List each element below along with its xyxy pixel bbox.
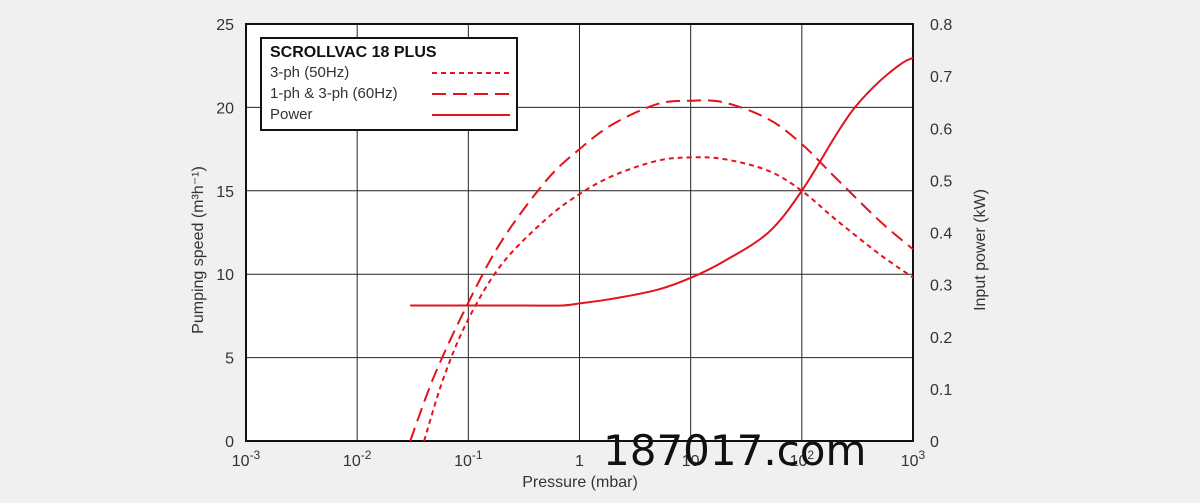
y-left-tick-label: 0 (225, 434, 234, 451)
legend-label: 1-ph & 3-ph (60Hz) (270, 85, 398, 102)
plot-frame (245, 23, 914, 442)
y-left-tick-label: 25 (216, 17, 234, 34)
legend-box (260, 37, 518, 131)
x-tick-label: 10-2 (343, 448, 372, 470)
legend-title: SCROLLVAC 18 PLUS (270, 44, 437, 61)
y-left-tick-label: 20 (216, 100, 234, 117)
y-right-axis-label: Input power (kW) (972, 189, 989, 311)
x-tick-label: 10-3 (232, 448, 261, 470)
y-right-tick-label: 0.2 (930, 330, 952, 347)
y-right-tick-label: 0.1 (930, 382, 952, 399)
y-right-tick-label: 0.4 (930, 226, 952, 243)
legend-label: Power (270, 106, 313, 123)
y-left-tick-label: 15 (216, 184, 234, 201)
y-left-tick-label: 5 (225, 351, 234, 368)
x-axis-label: Pressure (mbar) (522, 474, 638, 491)
y-right-tick-label: 0.8 (930, 17, 952, 34)
y-right-tick-label: 0.6 (930, 121, 952, 138)
series-line-2 (409, 99, 914, 442)
series-line-3 (410, 56, 914, 307)
x-tick-label: 10 (682, 453, 700, 470)
y-left-tick-label: 10 (216, 267, 234, 284)
legend-label: 3-ph (50Hz) (270, 64, 349, 81)
x-tick-label: 1 (575, 453, 584, 470)
legend: SCROLLVAC 18 PLUS 3-ph (50Hz) 1-ph & 3-ph … (260, 37, 518, 131)
x-tick-label: 10-1 (454, 448, 483, 470)
y-left-axis-label: Pumping speed (m³h⁻¹) (190, 166, 207, 334)
x-tick-label: 103 (901, 448, 926, 470)
y-right-tick-label: 0.7 (930, 69, 952, 86)
y-right-tick-label: 0.3 (930, 278, 952, 295)
watermark-text: 187017.com (603, 426, 867, 475)
x-tick-label: 102 (790, 448, 815, 470)
y-right-tick-label: 0 (930, 434, 939, 451)
y-right-tick-label: 0.5 (930, 173, 952, 190)
